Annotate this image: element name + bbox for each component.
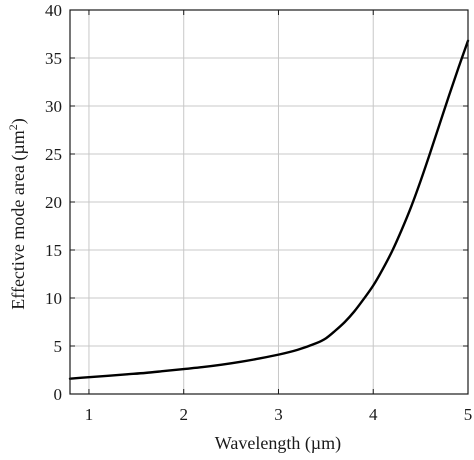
y-tick-label: 30 xyxy=(45,97,62,116)
y-tick-label: 20 xyxy=(45,193,62,212)
y-tick-label: 25 xyxy=(45,145,62,164)
y-tick-label: 10 xyxy=(45,289,62,308)
x-tick-label: 1 xyxy=(85,405,94,424)
y-tick-label: 40 xyxy=(45,1,62,20)
y-tick-label: 0 xyxy=(54,385,63,404)
y-axis-label-end: ) xyxy=(8,118,29,124)
y-tick-label: 35 xyxy=(45,49,62,68)
series-line xyxy=(68,39,470,380)
y-axis-label: Effective mode area (µm2) xyxy=(6,118,29,309)
x-axis-label: Wavelength (µm) xyxy=(215,433,341,454)
x-tick-label: 2 xyxy=(179,405,188,424)
y-gridlines xyxy=(70,9,468,395)
y-axis-label-main: Effective mode area (µm xyxy=(8,130,29,309)
y-axis-label-superscript: 2 xyxy=(6,124,20,130)
x-tick-label: 5 xyxy=(464,405,473,424)
x-tick-label: 3 xyxy=(274,405,283,424)
x-tick-label: 4 xyxy=(369,405,378,424)
y-tick-label: 15 xyxy=(45,241,62,260)
y-tick-label: 5 xyxy=(54,337,63,356)
y-axis: 0 5 10 15 20 25 30 35 40 xyxy=(45,1,468,404)
x-axis: 1 2 3 4 5 xyxy=(85,10,473,424)
